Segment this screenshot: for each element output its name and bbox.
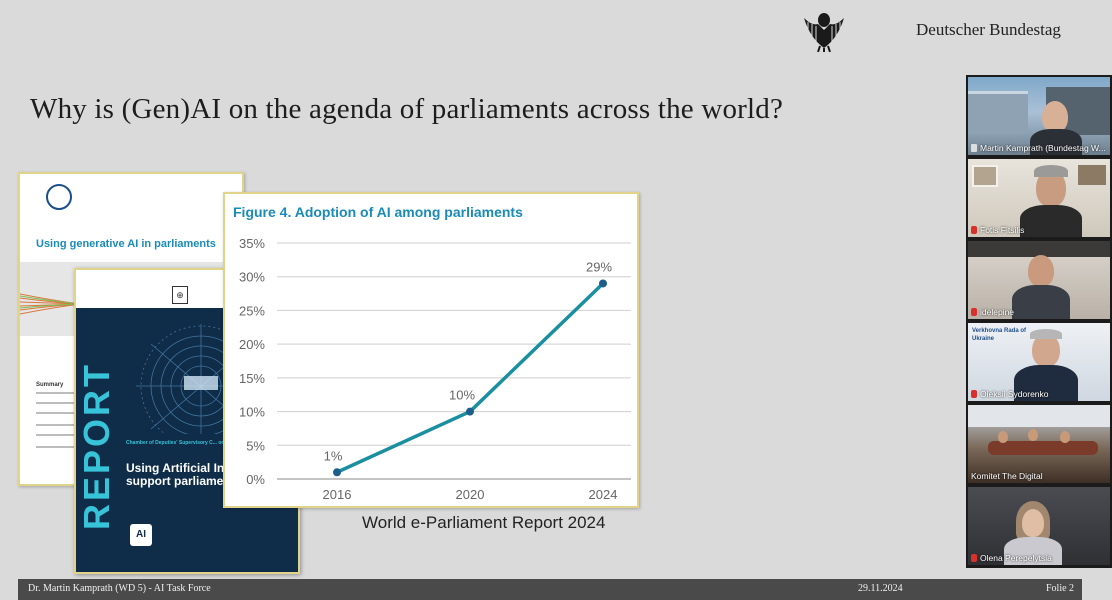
brand-label: Deutscher Bundestag — [916, 20, 1061, 39]
muted-mic-icon — [971, 390, 977, 398]
data-point — [333, 468, 341, 477]
data-point — [466, 407, 474, 416]
participant-name: Fotis Fitsilis — [971, 225, 1024, 235]
x-tick-label: 2020 — [456, 487, 485, 502]
chamber-line: Chamber of Deputies' Supervisory C... on… — [126, 440, 286, 446]
x-tick-label: 2016 — [323, 487, 352, 502]
federal-eagle-icon — [804, 13, 844, 52]
y-tick-label: 20% — [239, 337, 265, 352]
chart-title: Figure 4. Adoption of AI among parliamen… — [233, 204, 523, 220]
footer-author: Dr. Martin Kamprath (WD 5) - AI Task For… — [28, 583, 211, 594]
participant-name: idelepine — [971, 307, 1014, 317]
document-heading: Using generative AI in parliaments — [36, 238, 216, 250]
chart-card: 0% 5% 10% 15% 20% 25% 30% 35% 2016 2020 2024 1% 10% 2… — [223, 192, 639, 508]
chamber-logo-icon: ⊕ — [172, 286, 188, 304]
y-tick-label: 10% — [239, 405, 265, 420]
participant-tile[interactable]: Fotis Fitsilis — [968, 159, 1110, 237]
light-rays-graphic — [20, 293, 80, 315]
participant-tile[interactable]: Olena Perepelytsia — [968, 487, 1110, 565]
muted-mic-icon — [971, 554, 977, 562]
participant-name: Olena Perepelytsia — [971, 553, 1052, 563]
data-label: 29% — [586, 259, 612, 274]
ipu-logo-icon — [46, 184, 72, 210]
participant-tile[interactable]: Verkhovna Rada of Ukraine Oleksii Sydore… — [968, 323, 1110, 401]
chart-source-caption: World e-Parliament Report 2024 — [362, 513, 606, 532]
y-tick-label: 15% — [239, 371, 265, 386]
adoption-line-chart: 0% 5% 10% 15% 20% 25% 30% 35% 2016 2020 2024 1% 10% 2… — [239, 236, 631, 502]
text-line — [36, 446, 76, 448]
x-tick-label: 2024 — [589, 487, 618, 502]
ai-logo-icon: AI — [130, 524, 152, 546]
y-tick-label: 5% — [246, 438, 265, 453]
backdrop-text: Verkhovna Rada of Ukraine — [972, 328, 1027, 342]
text-line — [36, 402, 76, 404]
y-tick-label: 0% — [246, 472, 265, 487]
muted-mic-icon — [971, 308, 977, 316]
text-line — [36, 412, 76, 414]
y-tick-label: 25% — [239, 303, 265, 318]
footer-slide-number: Folie 2 — [1046, 583, 1075, 594]
participant-name: Martin Kamprath (Bundestag W... — [971, 143, 1106, 153]
footer-date: 29.11.2024 — [858, 583, 903, 594]
report-vertical-word: REPORT — [76, 361, 117, 530]
participant-name: Komitet The Digital — [971, 471, 1043, 481]
text-line — [36, 392, 76, 394]
data-label: 10% — [449, 388, 475, 403]
y-tick-label: 35% — [239, 236, 265, 251]
summary-label: Summary — [36, 382, 64, 388]
data-label: 1% — [324, 448, 343, 463]
muted-mic-icon — [971, 226, 977, 234]
participant-tile[interactable]: Komitet The Digital — [968, 405, 1110, 483]
slide-title: Why is (Gen)AI on the agenda of parliame… — [30, 93, 784, 125]
y-tick-label: 30% — [239, 270, 265, 285]
participant-tile[interactable]: Martin Kamprath (Bundestag W... — [968, 77, 1110, 155]
pin-icon — [971, 144, 977, 152]
data-point — [599, 279, 607, 288]
participant-name: Oleksii Sydorenko — [971, 389, 1049, 399]
participants-panel: Martin Kamprath (Bundestag W... Fotis Fi… — [966, 75, 1112, 568]
slide-footer: Dr. Martin Kamprath (WD 5) - AI Task For… — [18, 579, 1082, 600]
participant-tile[interactable]: idelepine — [968, 241, 1110, 319]
text-line — [36, 434, 76, 436]
text-line — [36, 424, 76, 426]
